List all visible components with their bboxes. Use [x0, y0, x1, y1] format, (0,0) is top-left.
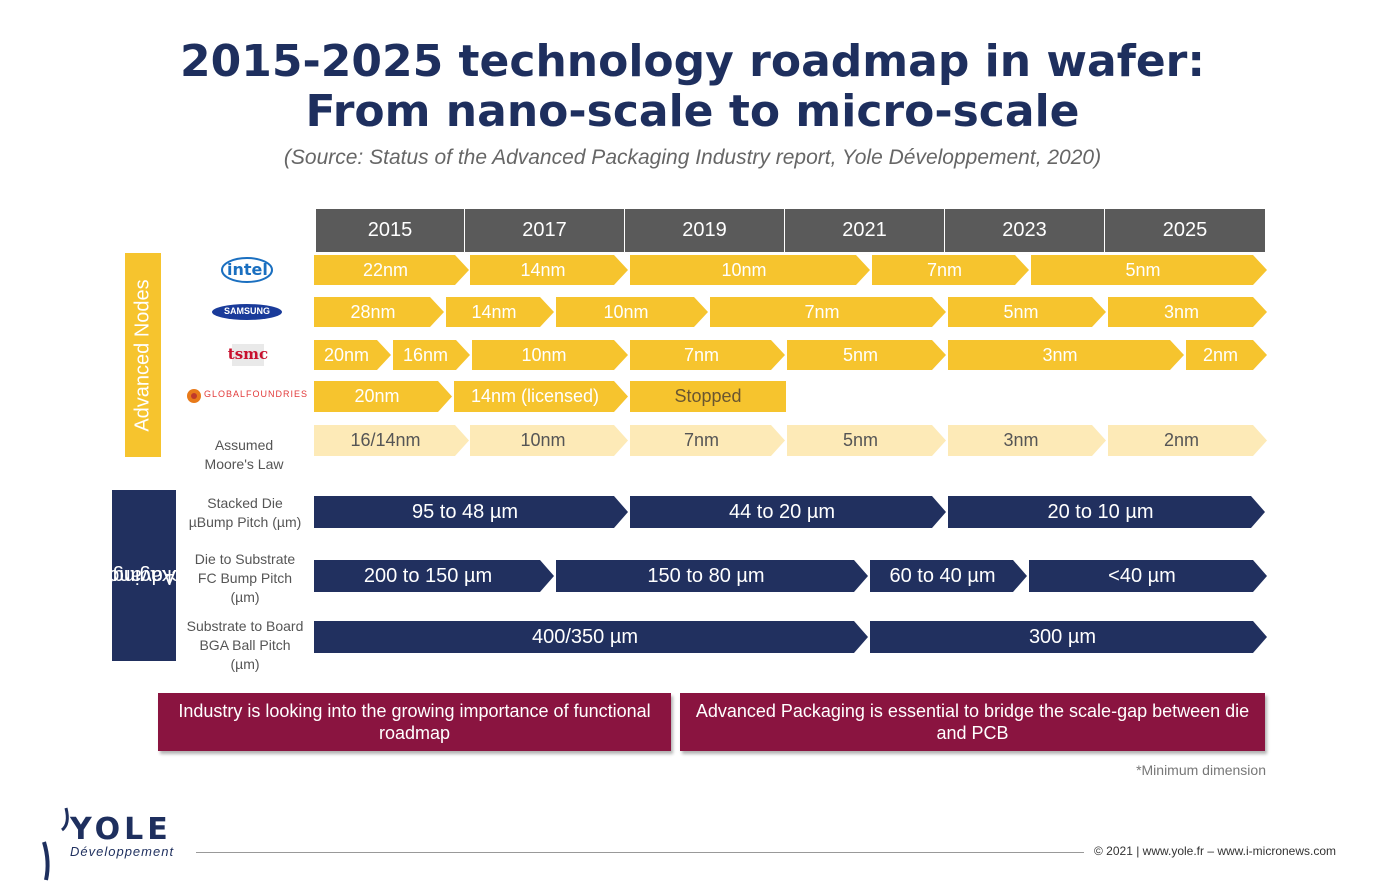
- gf-stopped: Stopped: [630, 381, 786, 412]
- moore-node: 3nm: [948, 425, 1106, 456]
- intel-node: 7nm: [872, 255, 1029, 285]
- note-functional-roadmap: Industry is looking into the growing imp…: [158, 693, 671, 751]
- tsmc-node: 5nm: [787, 340, 946, 370]
- tsmc-node: 3nm: [948, 340, 1184, 370]
- samsung-node: 28nm: [314, 297, 444, 327]
- note-scale-gap: Advanced Packaging is essential to bridg…: [680, 693, 1265, 751]
- yole-logo-mark: [36, 802, 96, 882]
- intel-node: 10nm: [630, 255, 870, 285]
- samsung-logo: SAMSUNG: [211, 302, 283, 322]
- footnote: *Minimum dimension: [1136, 762, 1266, 778]
- samsung-node: 7nm: [710, 297, 946, 327]
- fc-label: Die to Substrate FC Bump Pitch (µm): [194, 551, 296, 605]
- page-title-line1: 2015-2025 technology roadmap in wafer:: [180, 36, 1205, 87]
- fc-pitch: 60 to 40 µm: [870, 560, 1027, 592]
- stacked-pitch: 44 to 20 µm: [630, 496, 946, 528]
- intel-node: 14nm: [470, 255, 628, 285]
- year-header-2025: 2025: [1105, 209, 1265, 252]
- stacked-pitch: 95 to 48 µm: [314, 496, 628, 528]
- yole-subtitle: Développement: [70, 844, 175, 859]
- footer-divider: [196, 852, 1084, 853]
- globalfoundries-logo: GLOBALFOUNDRIES: [186, 387, 310, 405]
- year-header-2017: 2017: [465, 209, 625, 252]
- moore-node: 2nm: [1108, 425, 1267, 456]
- footer-copyright: © 2021 | www.yole.fr – www.i-micronews.c…: [1094, 844, 1337, 858]
- gf-node: 20nm: [314, 381, 452, 412]
- moore-node: 10nm: [470, 425, 628, 456]
- year-header-2015: 2015: [316, 209, 465, 252]
- fc-pitch: 150 to 80 µm: [556, 560, 868, 592]
- fc-pitch: 200 to 150 µm: [314, 560, 554, 592]
- tsmc-node: 7nm: [630, 340, 785, 370]
- moore-node: 16/14nm: [314, 425, 469, 456]
- advanced-nodes-label: Advanced Nodes: [125, 253, 161, 457]
- samsung-node: 14nm: [446, 297, 554, 327]
- year-header-2021: 2021: [785, 209, 945, 252]
- gf-node: 14nm (licensed): [454, 381, 628, 412]
- year-header-2019: 2019: [625, 209, 785, 252]
- stacked-pitch: 20 to 10 µm: [948, 496, 1265, 528]
- year-header-2023: 2023: [945, 209, 1105, 252]
- yole-wordmark: YOLE: [70, 812, 172, 847]
- advanced-packaging-label: Advanced Packaging*: [88, 490, 207, 661]
- tsmc-node: 10nm: [472, 340, 628, 370]
- bga-pitch: 400/350 µm: [314, 621, 868, 653]
- fc-pitch: <40 µm: [1029, 560, 1267, 592]
- samsung-node: 10nm: [556, 297, 708, 327]
- source-caption: (Source: Status of the Advanced Packagin…: [283, 146, 1102, 169]
- page-title-line2: From nano-scale to micro-scale: [305, 86, 1080, 137]
- moore-node: 5nm: [787, 425, 946, 456]
- tsmc-logo: tsmc: [226, 340, 270, 370]
- bga-pitch: 300 µm: [870, 621, 1267, 653]
- tsmc-node: 2nm: [1186, 340, 1267, 370]
- intel-node: 22nm: [314, 255, 469, 285]
- samsung-node: 5nm: [948, 297, 1106, 327]
- moore-label: Assumed Moore's Law: [204, 437, 284, 472]
- tsmc-node: 20nm: [314, 340, 391, 370]
- bga-label: Substrate to Board BGA Ball Pitch (µm): [186, 618, 304, 672]
- moore-node: 7nm: [630, 425, 785, 456]
- intel-node: 5nm: [1031, 255, 1267, 285]
- intel-logo: intel: [220, 255, 274, 285]
- tsmc-node: 16nm: [393, 340, 470, 370]
- stacked-label: Stacked Die µBump Pitch (µm): [188, 495, 302, 530]
- samsung-node: 3nm: [1108, 297, 1267, 327]
